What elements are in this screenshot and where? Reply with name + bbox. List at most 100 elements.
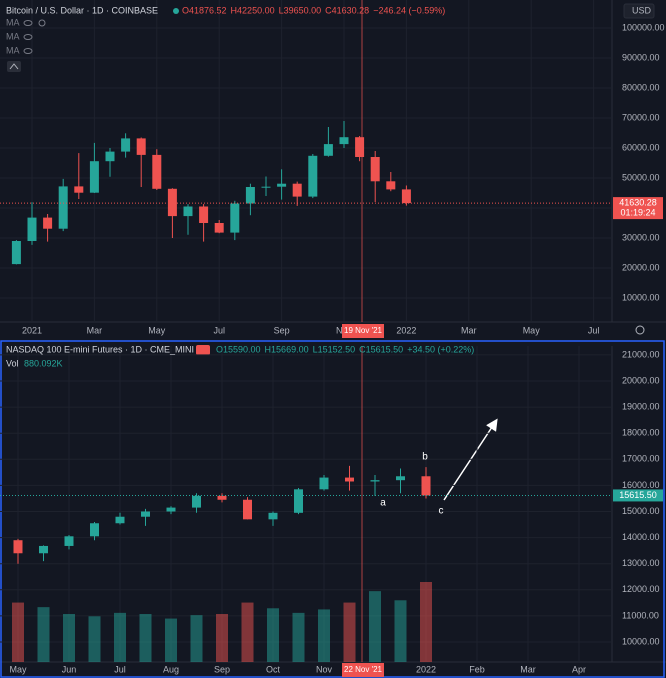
volume-bar — [63, 614, 75, 662]
y-tick-label: 13000.00 — [622, 558, 660, 568]
volume-last: 880.092K — [24, 358, 63, 368]
x-tick-label: Jun — [62, 664, 77, 674]
collapse-icon — [9, 63, 19, 70]
y-tick-label: 21000.00 — [622, 349, 660, 359]
currency: USD — [632, 5, 652, 15]
ohlc-value: C15615.50 — [359, 344, 403, 354]
candle-body — [370, 156, 380, 182]
ohlc-value: L15152.50 — [313, 344, 356, 354]
x-tick-label: Jul — [588, 325, 600, 335]
candle-body — [141, 511, 150, 517]
last-price-badge — [613, 489, 663, 502]
candle-body — [308, 155, 318, 197]
indicator-label: MA — [6, 31, 20, 41]
candle-body — [245, 186, 255, 204]
candle-body — [345, 477, 354, 482]
candle-body — [13, 540, 23, 554]
y-tick-label: 20000.00 — [622, 262, 660, 272]
candle-body — [115, 516, 125, 524]
x-tick-label: Jul — [114, 664, 126, 674]
volume-bar — [139, 614, 152, 662]
x-tick-label: 2022 — [416, 664, 436, 674]
y-tick-label: 12000.00 — [622, 584, 660, 594]
y-tick-label: 14000.00 — [622, 532, 660, 542]
volume-bar — [216, 614, 228, 662]
x-tick-label: May — [148, 325, 166, 335]
volume-bar — [394, 600, 407, 662]
settings-icon[interactable] — [38, 19, 46, 27]
collapse-button[interactable] — [7, 61, 21, 72]
chart-title: NASDAQ 100 E-mini Futures · 1D · CME_MIN… — [6, 344, 194, 354]
ohlc-value: C41630.28 — [325, 5, 369, 15]
ohlc-value: +34.50 (+0.22%) — [407, 344, 474, 354]
ohlc-value: H42250.00 — [231, 5, 275, 15]
candle-body — [339, 137, 349, 145]
candle-body — [152, 154, 162, 189]
indicator-label: MA — [6, 17, 20, 27]
y-tick-label: 80000.00 — [622, 82, 660, 92]
candle-body — [166, 507, 176, 512]
settings-icon[interactable] — [635, 325, 645, 335]
volume-bar — [88, 616, 101, 662]
x-tick-label: 2021 — [22, 325, 42, 335]
volume-bar — [190, 615, 203, 662]
crosshair-label: 22 Nov '21 — [344, 665, 383, 674]
candle-body — [386, 181, 396, 190]
candle-body — [401, 189, 411, 204]
volume-bar — [37, 607, 50, 662]
y-tick-label: 90000.00 — [622, 52, 660, 62]
currency-button[interactable] — [623, 3, 655, 19]
y-tick-label: 20000.00 — [622, 375, 660, 385]
x-tick-label: Jul — [213, 325, 225, 335]
ohlc-value: −246.24 (−0.59%) — [373, 5, 445, 15]
visibility-icon[interactable] — [23, 34, 33, 40]
candle-body — [355, 137, 365, 157]
x-tick-label: Oct — [266, 664, 281, 674]
candle-body — [292, 183, 302, 197]
x-tick-label: Mar — [520, 664, 536, 674]
x-tick-label: May — [523, 325, 541, 335]
active-panel-border — [0, 340, 665, 678]
candle-body — [90, 523, 99, 537]
crosshair-badge — [342, 663, 384, 677]
candle-body — [89, 161, 99, 193]
candle-body — [167, 188, 177, 217]
delay-badge — [196, 345, 210, 355]
y-tick-label: 17000.00 — [622, 454, 660, 464]
candle-body — [43, 217, 53, 229]
volume-bar — [267, 608, 279, 662]
y-tick-label: 30000.00 — [622, 232, 660, 242]
x-tick-label: Sep — [274, 325, 290, 335]
candle-body — [64, 536, 74, 546]
volume-bar — [420, 582, 432, 662]
candle-body — [11, 240, 21, 265]
ohlc-value: L39650.00 — [279, 5, 322, 15]
status-dot — [173, 8, 179, 14]
candle-body — [199, 206, 209, 223]
crosshair-badge — [342, 324, 384, 338]
last-price: 15615.50 — [619, 490, 657, 500]
x-tick-label: May — [9, 664, 27, 674]
visibility-icon[interactable] — [23, 20, 33, 26]
volume-bar — [241, 602, 254, 662]
indicator-label: MA — [6, 45, 20, 55]
candle-body — [183, 206, 193, 217]
crosshair-label: 19 Nov '21 — [344, 326, 383, 335]
y-tick-label: 50000.00 — [622, 172, 660, 182]
y-tick-label: 11000.00 — [622, 610, 659, 620]
y-tick-label: 10000.00 — [622, 292, 660, 302]
candle-body — [214, 222, 224, 233]
x-tick-label: Mar — [87, 325, 103, 335]
x-tick-label: Aug — [163, 664, 179, 674]
volume-bar — [343, 602, 356, 662]
volume-bar — [12, 602, 24, 662]
candle-body — [323, 144, 333, 156]
candle-body — [230, 203, 240, 233]
visibility-icon[interactable] — [23, 48, 33, 54]
x-tick-label: Apr — [572, 664, 586, 674]
chart-title: Bitcoin / U.S. Dollar · 1D · COINBASE — [6, 5, 158, 15]
candle-body — [261, 186, 271, 188]
volume-bar — [318, 609, 330, 662]
